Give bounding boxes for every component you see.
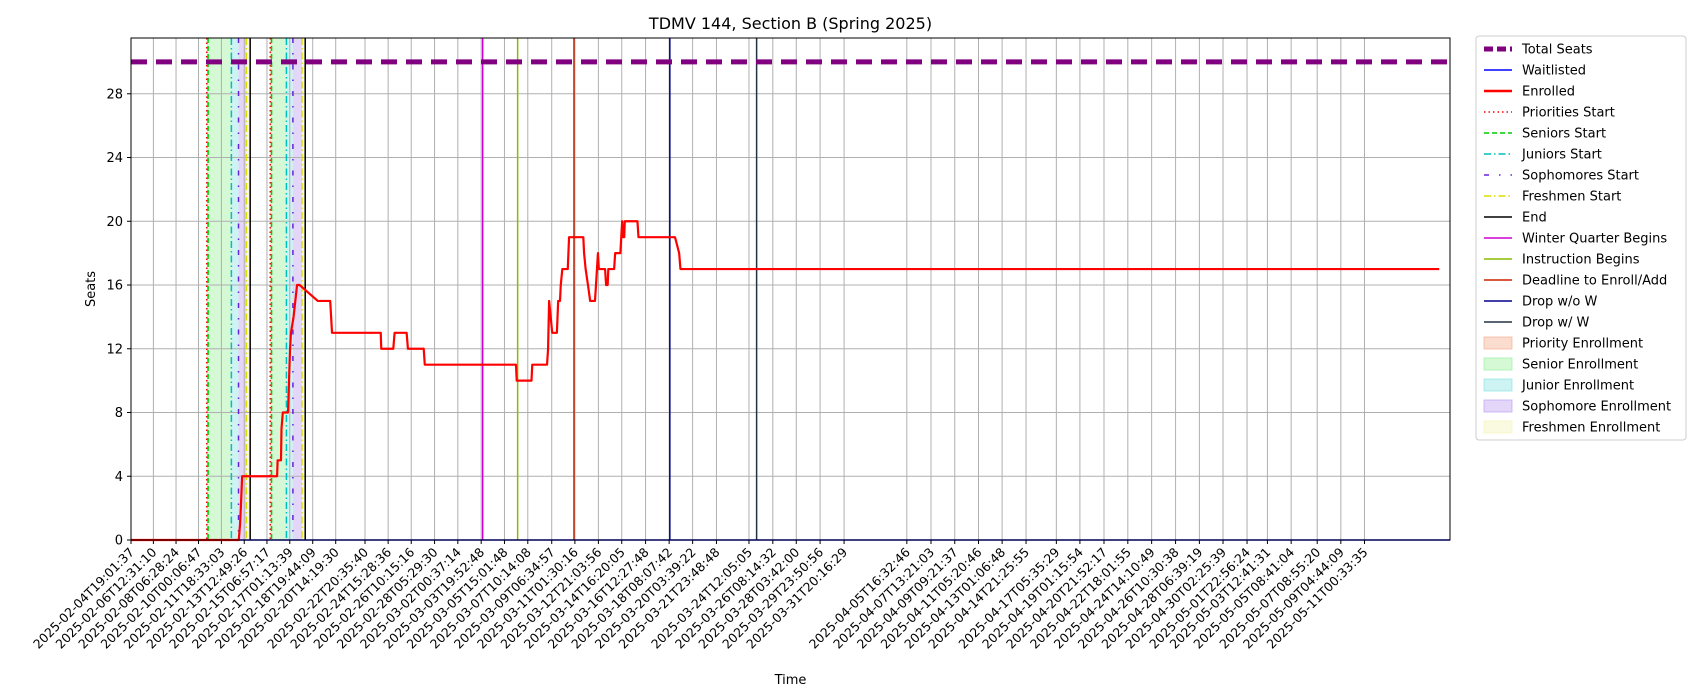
sophomore-enrollment-band bbox=[238, 38, 247, 540]
y-tick-label: 20 bbox=[106, 215, 123, 230]
legend-swatch-priority-enrollment bbox=[1483, 336, 1513, 350]
y-tick-label: 28 bbox=[106, 87, 123, 102]
legend-swatch-freshmen-enrollment bbox=[1483, 420, 1513, 434]
legend-label-winter-quarter-begins: Winter Quarter Begins bbox=[1522, 232, 1667, 247]
chart-title: TDMV 144, Section B (Spring 2025) bbox=[648, 14, 932, 33]
y-tick-label: 24 bbox=[106, 151, 123, 166]
legend-label-deadline-to-enroll-add: Deadline to Enroll/Add bbox=[1522, 274, 1667, 289]
milestone-lines bbox=[206, 38, 758, 540]
legend-label-drop-w-w: Drop w/ W bbox=[1522, 316, 1590, 331]
legend-label-juniors-start: Juniors Start bbox=[1521, 148, 1602, 163]
y-tick-label: 16 bbox=[106, 279, 123, 294]
y-tick-label: 8 bbox=[115, 406, 123, 421]
legend-label-seniors-start: Seniors Start bbox=[1522, 127, 1606, 142]
junior-enrollment-band bbox=[231, 38, 239, 540]
senior-enrollment-band bbox=[271, 38, 287, 540]
legend: Total Seats Waitlisted Enrolled Priorities … bbox=[1475, 35, 1687, 441]
enrolled-line bbox=[131, 220, 1440, 542]
y-axis-ticks: 0 4 8 12 16 20 24 28 bbox=[106, 87, 131, 549]
y-axis-label: Seats bbox=[84, 271, 99, 307]
legend-label-freshmen-enrollment: Freshmen Enrollment bbox=[1522, 421, 1660, 436]
legend-swatch-sophomore-enrollment bbox=[1483, 399, 1513, 413]
legend-swatch-senior-enrollment bbox=[1483, 357, 1513, 371]
legend-label-priority-enrollment: Priority Enrollment bbox=[1522, 337, 1643, 352]
y-tick-label: 0 bbox=[115, 534, 123, 549]
y-tick-label: 12 bbox=[106, 342, 123, 357]
legend-label-sophomore-enrollment: Sophomore Enrollment bbox=[1522, 400, 1671, 415]
x-axis-label: Time bbox=[774, 673, 807, 688]
freshmen-enrollment-band bbox=[246, 38, 251, 540]
grid-lines bbox=[130, 38, 1450, 541]
legend-label-total-seats: Total Seats bbox=[1521, 43, 1593, 58]
plot-frame bbox=[130, 37, 1451, 541]
legend-label-sophomores-start: Sophomores Start bbox=[1522, 169, 1639, 184]
senior-enrollment-band bbox=[208, 38, 232, 540]
legend-label-freshmen-start: Freshmen Start bbox=[1522, 190, 1621, 205]
legend-swatch-junior-enrollment bbox=[1483, 378, 1513, 392]
series-lines bbox=[131, 59, 1450, 542]
legend-label-senior-enrollment: Senior Enrollment bbox=[1522, 358, 1638, 373]
legend-label-drop-w-o-w: Drop w/o W bbox=[1522, 295, 1598, 310]
legend-label-waitlisted: Waitlisted bbox=[1522, 64, 1586, 79]
legend-label-instruction-begins: Instruction Begins bbox=[1522, 253, 1640, 268]
x-axis-ticks: 2025-02-04T19:01:372025-02-06T12:31:1020… bbox=[30, 540, 1371, 652]
legend-box bbox=[1475, 35, 1687, 441]
legend-label-priorities-start: Priorities Start bbox=[1522, 106, 1615, 121]
legend-label-junior-enrollment: Junior Enrollment bbox=[1521, 379, 1634, 394]
y-tick-label: 4 bbox=[115, 470, 123, 485]
legend-label-enrolled: Enrolled bbox=[1522, 85, 1575, 100]
legend-label-end: End bbox=[1522, 211, 1547, 226]
